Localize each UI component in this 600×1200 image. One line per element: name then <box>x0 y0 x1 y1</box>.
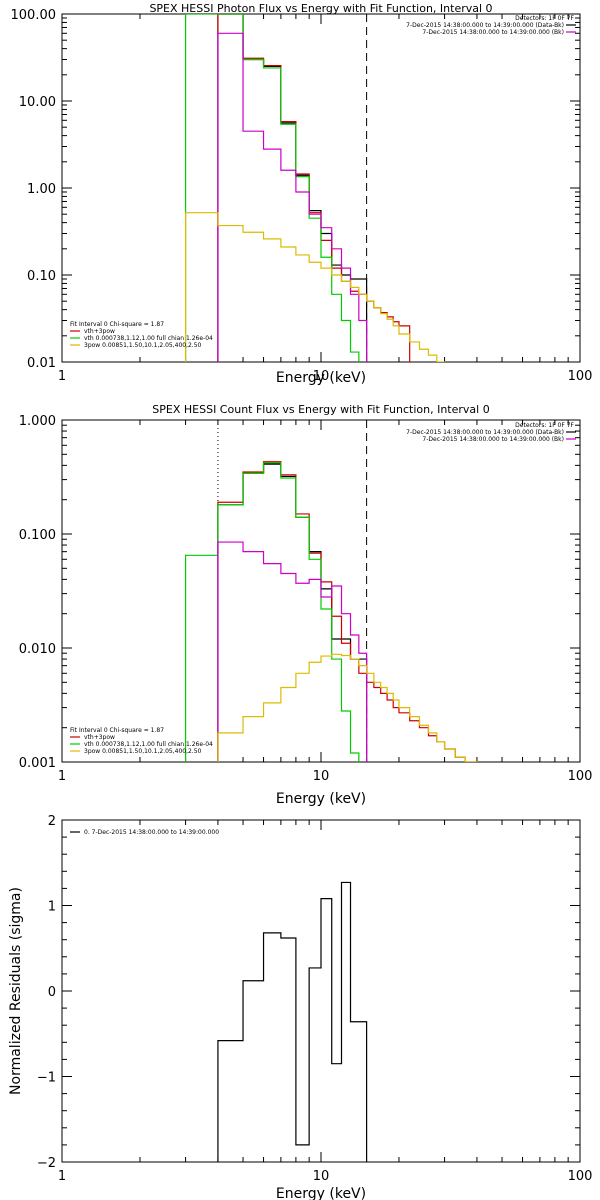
y-tick-label: 2 <box>48 814 56 829</box>
x-tick-label: 1 <box>58 1169 66 1184</box>
residuals-panel: 1 10 100 −2 −1 0 1 2 Energy (keV) Normalized Resi… <box>8 814 592 1200</box>
x-tick-label: 1 <box>58 769 66 784</box>
x-axis-label: Energy (keV) <box>276 791 366 807</box>
series-line <box>184 212 446 362</box>
series-line <box>217 32 368 362</box>
x-tick-label: 100 <box>568 1169 593 1184</box>
x-tick-label: 1 <box>58 369 66 384</box>
legend-text: 0. 7-Dec-2015 14:38:00.000 to 14:39:00.0… <box>84 829 219 836</box>
time-legend-text: 7-Dec-2015 14:38:00.000 to 14:39:00.000 … <box>406 22 564 29</box>
y-tick-label: 0.001 <box>19 756 56 771</box>
series-line <box>184 462 360 762</box>
y-tick-label: 1.00 <box>27 182 56 197</box>
y-tick-label: −2 <box>37 1156 56 1171</box>
detectors-label: Detectors: 1F 0F 7F <box>515 422 574 429</box>
series-line <box>217 14 368 362</box>
y-tick-label: 0.01 <box>27 356 56 371</box>
y-tick-label: 0 <box>48 985 56 1000</box>
series-line <box>217 881 368 1162</box>
fit-legend-title: Fit Interval 0 Chi-square = 1.87 <box>70 321 164 328</box>
series-group <box>184 14 446 362</box>
chart-title: SPEX HESSI Count Flux vs Energy with Fit… <box>152 403 489 416</box>
fit-legend-title: Fit Interval 0 Chi-square = 1.87 <box>70 727 164 734</box>
count-flux-panel: 1 10 100 0.001 0.010 0.100 1.000 SPEX HESSI Cou… <box>19 403 593 807</box>
plot-frame <box>61 819 581 1163</box>
time-legend-text: 7-Dec-2015 14:38:00.000 to 14:39:00.000 … <box>406 429 564 436</box>
y-tick-label: 10.00 <box>19 95 56 110</box>
fit-legend-text: vth 0.000738,1.12,1.00 full chian 1.26e-… <box>84 335 213 342</box>
y-axis-ticks <box>62 17 580 363</box>
time-legend-text: 7-Dec-2015 14:38:00.000 to 14:39:00.000 … <box>422 436 564 443</box>
x-axis-label: Energy (keV) <box>276 370 366 386</box>
detectors-label: Detectors: 1F 0F 7F <box>515 15 574 22</box>
x-tick-label: 10 <box>313 1169 330 1184</box>
fit-legend-text: vth+3pow <box>84 734 115 741</box>
y-tick-label: 0.100 <box>19 528 56 543</box>
series-group <box>217 881 368 1162</box>
y-tick-label: 1 <box>48 900 56 915</box>
x-tick-label: 100 <box>568 369 593 384</box>
x-tick-label: 10 <box>313 769 330 784</box>
x-axis-label: Energy (keV) <box>276 1186 366 1200</box>
fit-legend-text: 3pow 0.00851,1.50,10.1,2.05,400,2.50 <box>84 748 202 755</box>
series-line <box>217 541 368 762</box>
fit-legend-text: 3pow 0.00851,1.50,10.1,2.05,400,2.50 <box>84 342 202 349</box>
time-legend-text: 7-Dec-2015 14:38:00.000 to 14:39:00.000 … <box>422 29 564 36</box>
y-tick-label: 100.00 <box>11 8 57 23</box>
chart-title: SPEX HESSI Photon Flux vs Energy with Fi… <box>149 2 492 15</box>
y-tick-label: 0.010 <box>19 642 56 657</box>
y-tick-label: 1.000 <box>19 414 56 429</box>
y-tick-label: 0.10 <box>27 269 56 284</box>
series-line <box>217 461 478 762</box>
series-line <box>217 653 478 762</box>
y-axis-ticks <box>62 819 580 1163</box>
y-axis-ticks <box>62 424 580 763</box>
fit-legend-text: vth+3pow <box>84 328 115 335</box>
plot-frame <box>61 13 581 363</box>
x-axis-ticks <box>61 820 581 1162</box>
x-tick-label: 100 <box>568 769 593 784</box>
y-tick-label: −1 <box>37 1071 56 1086</box>
x-axis-ticks <box>61 14 581 362</box>
series-group <box>184 461 478 762</box>
x-axis-ticks <box>61 420 581 762</box>
fit-legend-text: vth 0.000738,1.12,1.00 full chian 1.26e-… <box>84 741 213 748</box>
y-axis-label: Normalized Residuals (sigma) <box>8 887 24 1095</box>
photon-flux-panel: 1 10 100 0.01 0.10 1.00 10.00 100.00 SPEX HESSI … <box>11 2 593 386</box>
x-tick-label: 10 <box>313 369 330 384</box>
